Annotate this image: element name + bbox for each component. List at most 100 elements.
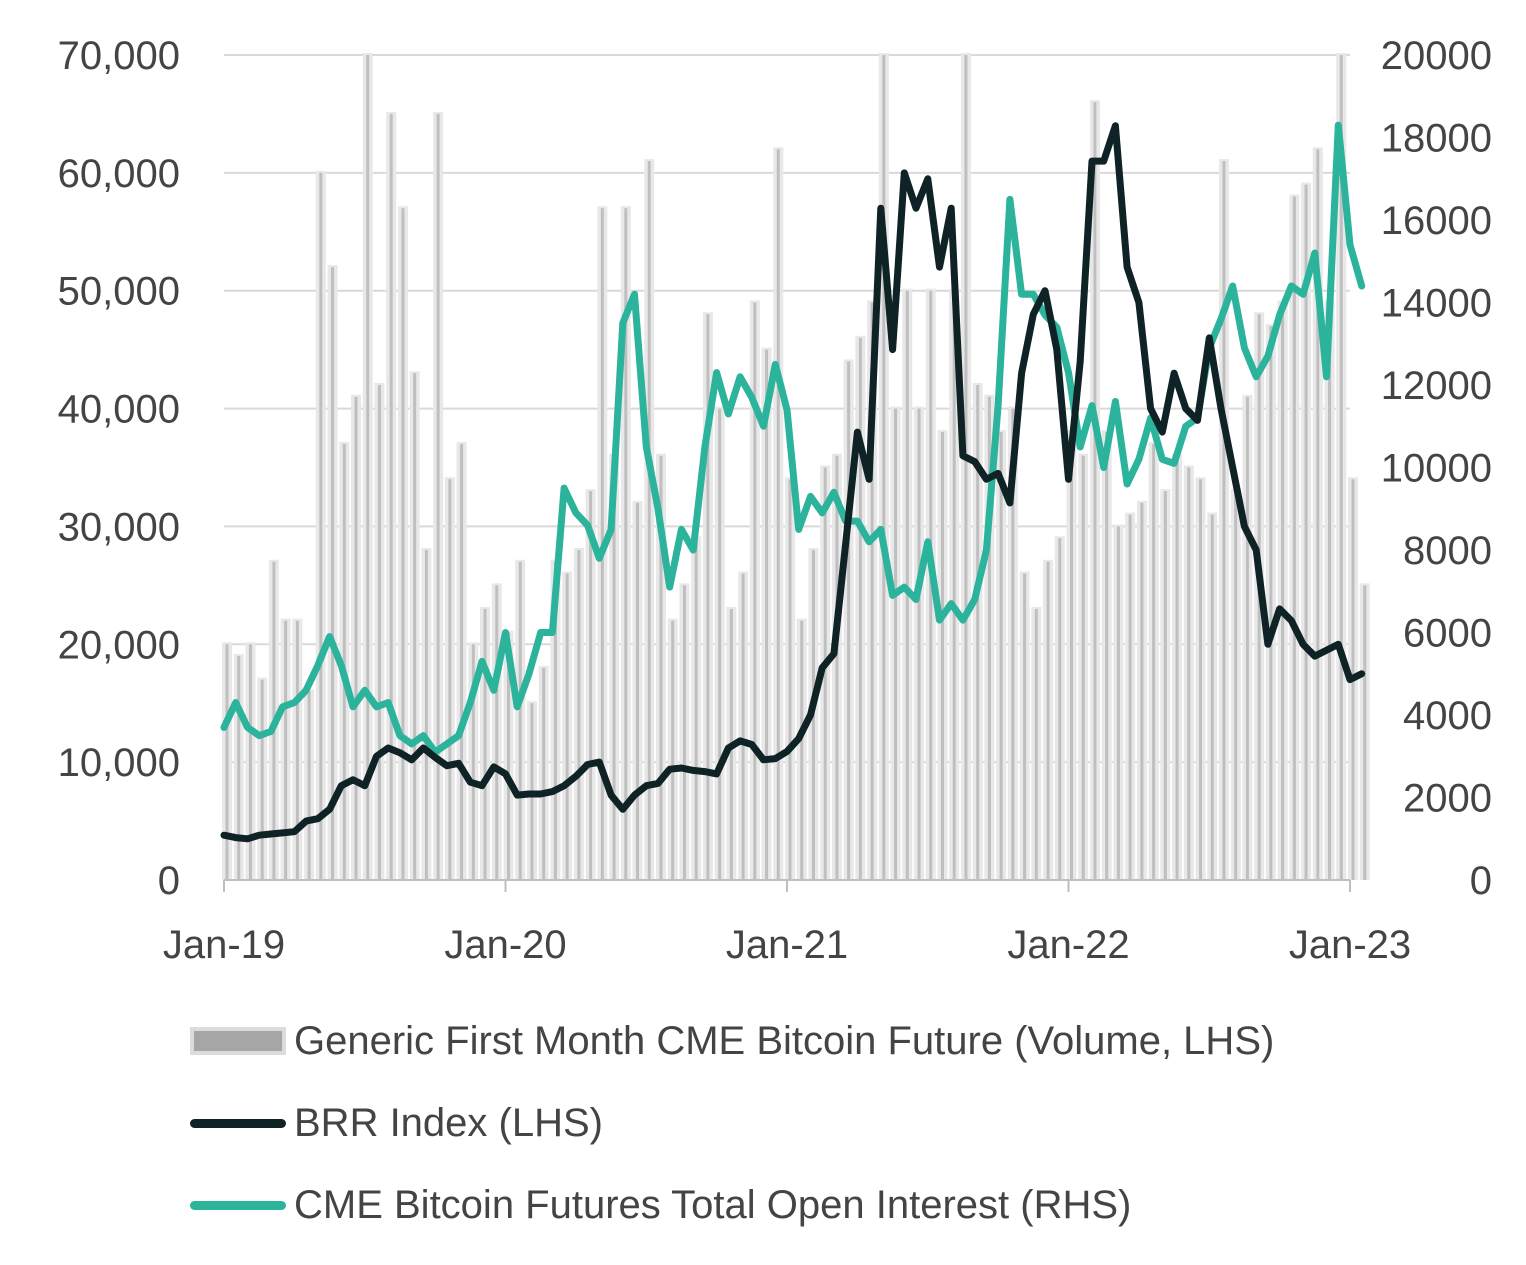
volume-bar — [999, 432, 1003, 880]
y-right-tick-label: 16000 — [1381, 199, 1492, 243]
volume-bar — [612, 455, 616, 880]
volume-bar — [1152, 443, 1156, 880]
open-interest-line — [220, 121, 1366, 756]
volume-bar — [718, 408, 722, 880]
volume-bar — [671, 620, 675, 880]
y-left-tick-label: 60,000 — [58, 152, 180, 196]
volume-bar — [929, 290, 933, 880]
volume-bar — [225, 644, 229, 880]
volume-bar — [565, 573, 569, 880]
volume-bar — [800, 620, 804, 880]
volume-bar — [319, 172, 323, 880]
volume-bar — [1339, 55, 1343, 880]
volume-bar — [413, 373, 417, 880]
volume-bar — [1234, 491, 1238, 880]
volume-bar — [589, 491, 593, 880]
x-tick-label: Jan-23 — [1289, 923, 1411, 967]
volume-bar — [553, 561, 557, 880]
volume-bar — [870, 302, 874, 880]
y-right-tick-label: 14000 — [1381, 282, 1492, 326]
volume-bar — [389, 113, 393, 880]
x-tick-label: Jan-22 — [1007, 923, 1129, 967]
volume-bar — [976, 385, 980, 880]
y-right-tick-label: 6000 — [1403, 612, 1492, 656]
volume-bar — [377, 385, 381, 880]
volume-bar — [518, 561, 522, 880]
volume-bar — [1011, 408, 1015, 880]
volume-bar — [471, 644, 475, 880]
volume-bar — [542, 667, 546, 880]
chart-plot: 0 10,000 20,000 30,000 40,000 50,000 60,000 70,… — [58, 34, 1492, 967]
volume-bar — [1281, 302, 1285, 880]
volume-bar — [1328, 302, 1332, 880]
volume-bar — [1316, 149, 1320, 881]
volume-bar — [1222, 161, 1226, 881]
y-left-tick-label: 40,000 — [58, 388, 180, 432]
volume-bar — [776, 149, 780, 881]
volume-bar — [964, 55, 968, 880]
volume-bar — [741, 573, 745, 880]
brr-index-line — [220, 122, 1366, 843]
y-left-tick-label: 50,000 — [58, 270, 180, 314]
y-left-tick-label: 70,000 — [58, 34, 180, 78]
volume-bar — [1058, 538, 1062, 880]
volume-bar — [284, 620, 288, 880]
volume-bar — [436, 113, 440, 880]
volume-bar — [647, 161, 651, 881]
volume-bar — [1187, 467, 1191, 880]
volume-bar — [295, 620, 299, 880]
legend-item-open-interest: CME Bitcoin Futures Total Open Interest … — [190, 1164, 1490, 1246]
y-left-tick-label: 10,000 — [58, 741, 180, 785]
volume-bar — [882, 55, 886, 880]
volume-bar — [1269, 326, 1273, 881]
volume-bar — [507, 632, 510, 880]
legend-swatch-volume — [190, 1027, 286, 1055]
y-right-tick-label: 12000 — [1381, 364, 1492, 408]
volume-bar — [248, 644, 252, 880]
volume-bar — [1128, 514, 1132, 880]
volume-bar — [424, 550, 428, 880]
legend-item-brr: BRR Index (LHS) — [190, 1082, 1490, 1164]
volume-bar — [1023, 573, 1027, 880]
volume-bar — [260, 679, 264, 880]
volume-bar — [823, 467, 827, 880]
volume-bar — [940, 432, 944, 880]
volume-bar — [987, 396, 991, 880]
volume-bar — [401, 208, 405, 880]
volume-bar — [1292, 196, 1296, 880]
y-right-tick-label: 20000 — [1381, 34, 1492, 78]
y-left-tick-label: 30,000 — [58, 505, 180, 549]
volume-bar — [448, 479, 452, 880]
y-left-tick-label: 20,000 — [58, 623, 180, 667]
volume-bar — [354, 396, 358, 880]
y-right-tick-label: 18000 — [1381, 117, 1492, 161]
volume-bar — [1105, 432, 1109, 880]
volume-bar — [636, 502, 640, 880]
volume-bar — [495, 585, 499, 880]
legend-swatch-brr — [190, 1118, 286, 1128]
y-left-tick-label: 0 — [158, 859, 180, 903]
volume-bar — [1175, 455, 1179, 880]
volume-bar — [847, 361, 851, 880]
y-right-tick-label: 4000 — [1403, 694, 1492, 738]
volume-bar — [1034, 608, 1038, 880]
volume-bar — [577, 550, 581, 880]
volume-bar — [659, 455, 663, 880]
legend-label-brr: BRR Index (LHS) — [294, 1100, 603, 1145]
volume-bar — [1304, 184, 1308, 881]
volume-bar — [835, 455, 839, 880]
volume-bar — [682, 585, 686, 880]
volume-bar — [1199, 479, 1203, 880]
volume-bar — [1046, 561, 1050, 880]
y-right-tick-label: 2000 — [1403, 777, 1492, 821]
legend-label-volume: Generic First Month CME Bitcoin Future (… — [294, 1018, 1275, 1063]
volume-bar — [1093, 102, 1097, 880]
volume-bars — [222, 53, 1370, 881]
volume-bar — [1140, 502, 1144, 880]
volume-bar — [1210, 514, 1214, 880]
volume-bar — [753, 302, 757, 880]
volume-bar — [342, 443, 346, 880]
volume-bar — [331, 267, 335, 881]
volume-bar — [952, 290, 956, 880]
